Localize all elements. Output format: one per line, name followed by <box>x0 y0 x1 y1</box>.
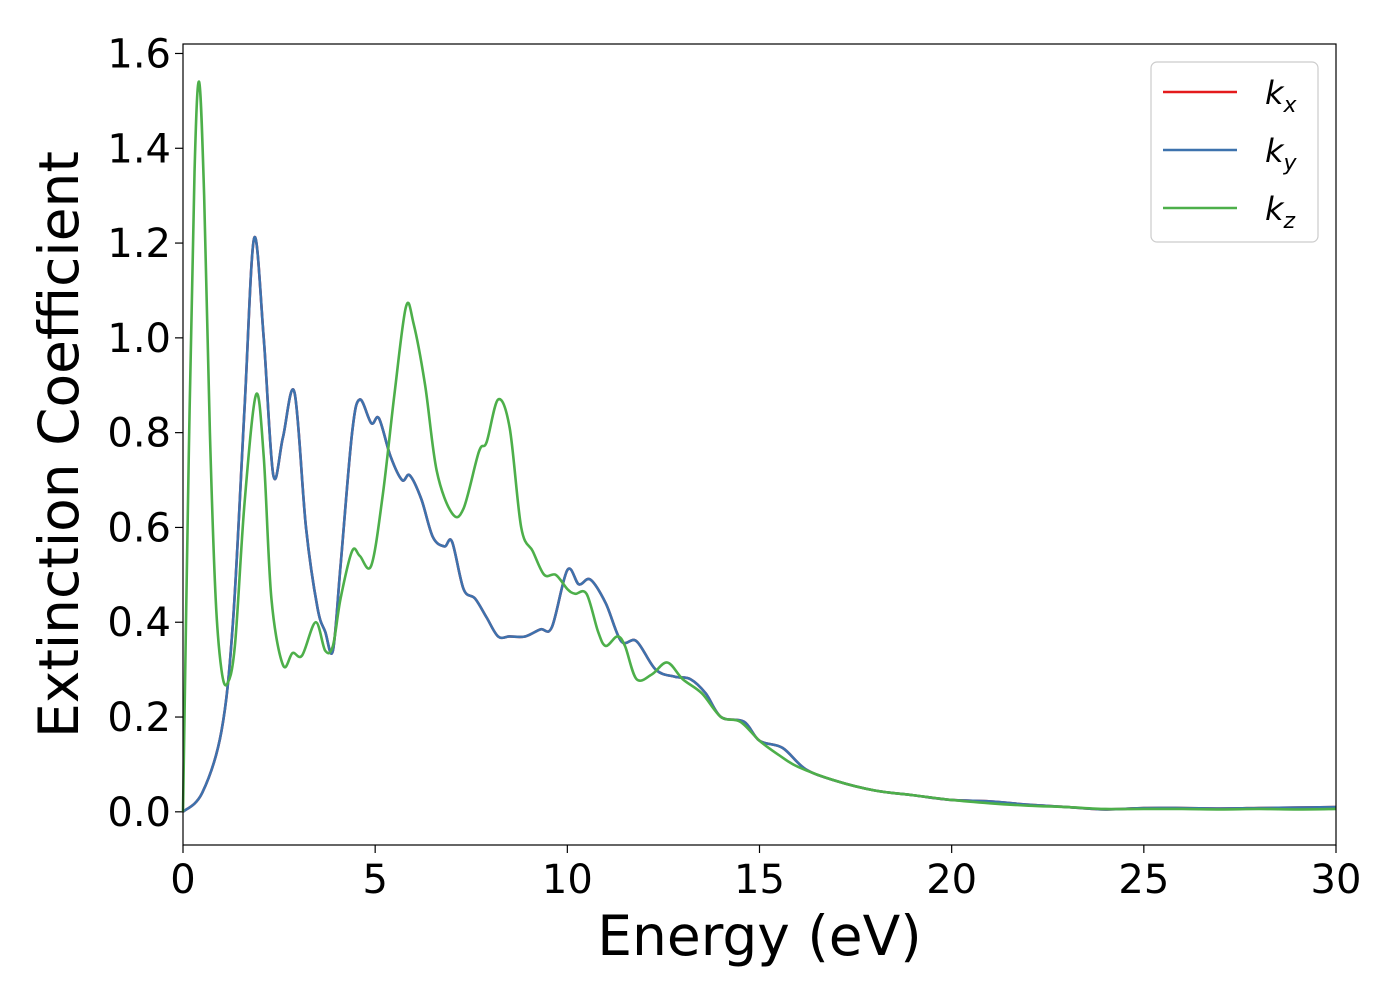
series-lines <box>181 80 1337 813</box>
x-tick-label: 0 <box>170 857 195 903</box>
legend-label-main: k <box>1265 190 1285 228</box>
y-tick-label: 1.6 <box>107 31 171 77</box>
plot-frame <box>182 43 1337 846</box>
y-axis-title: Extinction Coefficient <box>27 151 91 738</box>
x-tick-label: 5 <box>362 857 387 903</box>
legend-label-sub: y <box>1283 151 1298 176</box>
legend-label-main: k <box>1265 132 1285 170</box>
series-line-k-y <box>182 235 1337 813</box>
legend-label-k-y: ky <box>1265 132 1298 176</box>
legend-label-sub: x <box>1283 93 1298 118</box>
x-tick-label: 30 <box>1311 857 1362 903</box>
x-axis-title: Energy (eV) <box>597 904 921 968</box>
y-tick-label: 0.6 <box>107 505 171 551</box>
y-tick-label: 1.0 <box>107 316 171 362</box>
x-tick-label: 15 <box>734 857 785 903</box>
legend-label-k-z: kz <box>1265 190 1296 234</box>
y-tick-label: 1.2 <box>107 221 171 267</box>
y-tick-label: 0.2 <box>107 695 171 741</box>
y-tick-label: 0.0 <box>107 790 171 836</box>
y-tick-label: 0.8 <box>107 411 171 457</box>
y-tick-label: 1.4 <box>107 126 171 172</box>
legend-label-k-x: kx <box>1265 74 1298 118</box>
y-tick-label: 0.4 <box>107 600 171 646</box>
legend-box <box>1150 61 1319 243</box>
legend-label-main: k <box>1265 74 1285 112</box>
x-tick-label: 20 <box>926 857 977 903</box>
legend-label-sub: z <box>1283 209 1296 234</box>
series-line-k-z <box>181 80 1337 812</box>
x-tick-label: 10 <box>542 857 593 903</box>
x-tick-label: 25 <box>1118 857 1169 903</box>
series-line-k-x <box>182 235 1337 813</box>
axis-ticks: 0 5 10 15 20 25 30 0.0 0.2 0.4 0.6 0.8 1.0 1.2 1.4 1.6 <box>107 31 1361 903</box>
